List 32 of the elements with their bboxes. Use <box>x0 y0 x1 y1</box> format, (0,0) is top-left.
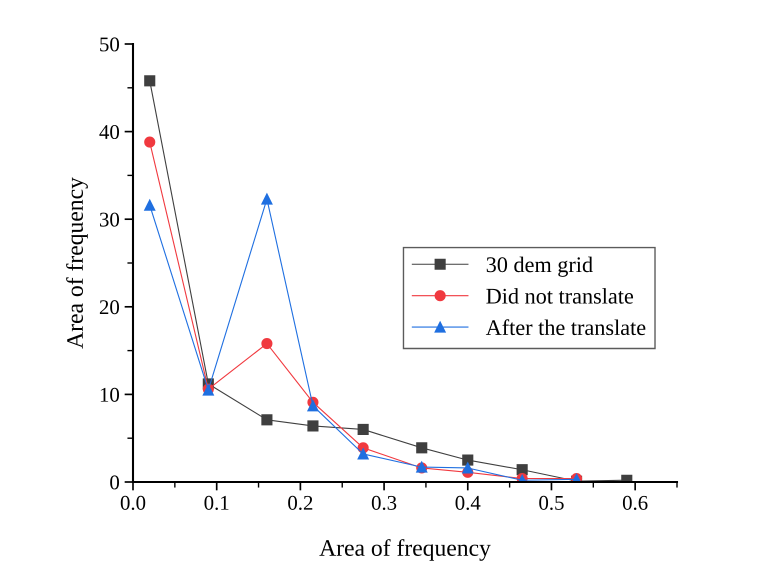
y-axis-title: Area of frequency <box>66 177 88 349</box>
y-tick-label: 50 <box>100 37 120 52</box>
point <box>358 424 369 435</box>
y-tick-label: 0 <box>110 475 120 490</box>
x-tick-label: 0.6 <box>622 496 648 510</box>
point <box>144 75 156 86</box>
x-tick-label: 0.1 <box>204 496 228 510</box>
y-tick-label: 40 <box>99 124 120 140</box>
x-tick-label: 0.4 <box>456 496 480 510</box>
x-tick-label: 0.3 <box>372 496 396 510</box>
point <box>416 442 428 454</box>
point <box>307 420 318 432</box>
point <box>462 454 474 466</box>
y-tick-label: 30 <box>100 212 120 227</box>
legend-label: 30 dem grid <box>486 256 593 277</box>
point <box>261 338 272 350</box>
point <box>144 200 156 211</box>
point <box>462 462 474 474</box>
x-tick-label: 0.0 <box>120 496 146 510</box>
x-axis-title: Area of frequency <box>319 539 491 561</box>
legend-label: Did not translate <box>486 288 634 304</box>
point <box>261 414 272 426</box>
y-tick-label: 10 <box>100 388 120 402</box>
legend-label: After the translate <box>486 319 646 336</box>
point <box>144 136 156 148</box>
point <box>261 193 272 205</box>
x-tick-label: 0.2 <box>288 496 312 510</box>
point <box>516 464 528 476</box>
y-tick-label: 20 <box>100 300 120 314</box>
point <box>358 448 369 460</box>
x-tick-label: 0.5 <box>539 496 564 510</box>
point <box>307 400 318 412</box>
